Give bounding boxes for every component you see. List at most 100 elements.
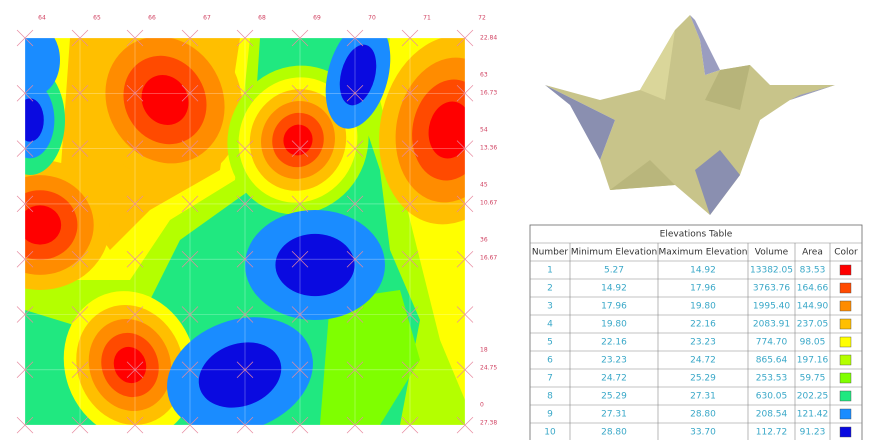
grid-cross bbox=[401, 361, 419, 379]
table-cell: 24.72 bbox=[690, 356, 716, 366]
column-header: Area bbox=[802, 248, 823, 258]
grid-cross bbox=[181, 29, 199, 47]
surface-3d bbox=[545, 15, 835, 215]
table-cell: 3 bbox=[547, 302, 553, 312]
table-title: Elevations Table bbox=[660, 230, 733, 240]
grid-cross bbox=[16, 361, 34, 379]
contour-fill bbox=[25, 98, 44, 142]
table-cell: 28.80 bbox=[690, 410, 716, 420]
color-swatch bbox=[839, 264, 852, 276]
grid-cross bbox=[71, 416, 89, 434]
right-label: 36 bbox=[480, 237, 488, 244]
grid-cross bbox=[126, 85, 144, 102]
color-swatch bbox=[839, 426, 852, 438]
table-cell: 27.31 bbox=[601, 410, 627, 420]
grid-cross bbox=[236, 29, 254, 47]
table-cell: 22.16 bbox=[601, 338, 627, 348]
table-cell: 5 bbox=[547, 338, 553, 348]
contour-fill bbox=[275, 233, 355, 297]
grid-cross bbox=[126, 29, 144, 47]
table-cell: 8 bbox=[547, 392, 553, 402]
grid-cross bbox=[236, 361, 254, 379]
table-cell: 4 bbox=[547, 320, 553, 330]
grid-cross bbox=[401, 29, 419, 47]
grid-cross bbox=[346, 195, 364, 213]
grid-cross bbox=[456, 361, 474, 379]
grid-cross bbox=[346, 85, 364, 102]
column-header: Color bbox=[834, 248, 858, 258]
table-cell: 2083.91 bbox=[753, 320, 790, 330]
grid-cross bbox=[16, 416, 34, 434]
grid-cross bbox=[16, 195, 34, 213]
grid-cross bbox=[236, 140, 254, 157]
grid-cross bbox=[71, 29, 89, 47]
right-label: 16.73 bbox=[480, 90, 497, 97]
right-label: 24.75 bbox=[480, 365, 497, 372]
elevations-table: Elevations Table Number Minimum Elevation M… bbox=[529, 224, 863, 440]
table-cell: 23.23 bbox=[601, 356, 627, 366]
table-cell: 6 bbox=[547, 356, 553, 366]
grid-cross bbox=[126, 250, 144, 268]
grid-cross bbox=[71, 361, 89, 379]
table-cell: 164.66 bbox=[797, 284, 829, 294]
grid-cross bbox=[236, 306, 254, 323]
contour-fill bbox=[141, 75, 189, 125]
right-label: 45 bbox=[480, 182, 488, 189]
table-cell: 14.92 bbox=[601, 284, 627, 294]
grid-cross bbox=[346, 29, 364, 47]
table-cell: 112.72 bbox=[756, 428, 788, 438]
grid-cross bbox=[236, 195, 254, 213]
table-cell: 33.70 bbox=[690, 428, 716, 438]
table-cell: 7 bbox=[547, 374, 553, 384]
grid-cross bbox=[291, 85, 309, 102]
table-cell: 253.53 bbox=[756, 374, 788, 384]
table-cell: 59.75 bbox=[800, 374, 826, 384]
color-swatch bbox=[839, 300, 852, 312]
right-label: 27.38 bbox=[480, 420, 497, 427]
grid-cross bbox=[456, 85, 474, 102]
grid-cross bbox=[401, 250, 419, 268]
table-cell: 197.16 bbox=[797, 356, 829, 366]
grid-cross bbox=[291, 306, 309, 323]
grid-cross bbox=[181, 250, 199, 268]
table-cell: 10 bbox=[544, 428, 556, 438]
grid-cross bbox=[181, 140, 199, 157]
table-cell: 3763.76 bbox=[753, 284, 790, 294]
grid-cross bbox=[401, 306, 419, 323]
contour-fill bbox=[320, 290, 420, 425]
color-swatch bbox=[839, 318, 852, 330]
column-header: Number bbox=[532, 248, 568, 258]
table-cell: 19.80 bbox=[601, 320, 627, 330]
table-cell: 23.23 bbox=[690, 338, 716, 348]
table-cell: 17.96 bbox=[601, 302, 627, 312]
grid-cross bbox=[291, 361, 309, 379]
grid-cross bbox=[401, 85, 419, 102]
grid-cross bbox=[456, 250, 474, 268]
table-cell: 28.80 bbox=[601, 428, 627, 438]
contour-fill bbox=[25, 205, 62, 245]
grid-cross bbox=[181, 416, 199, 434]
grid-cross bbox=[456, 195, 474, 213]
right-label: 16.67 bbox=[480, 255, 497, 262]
color-swatch bbox=[839, 372, 852, 384]
table-cell: 14.92 bbox=[690, 266, 716, 276]
grid-cross bbox=[126, 361, 144, 379]
grid-cross bbox=[346, 416, 364, 434]
right-label: 0 bbox=[480, 402, 484, 409]
column-header: Volume bbox=[755, 248, 789, 258]
table-cell: 2 bbox=[547, 284, 553, 294]
top-label: 68 bbox=[258, 15, 266, 22]
grid-cross bbox=[401, 140, 419, 157]
grid-cross bbox=[401, 416, 419, 434]
grid-cross bbox=[456, 306, 474, 323]
top-label: 70 bbox=[368, 15, 376, 22]
grid-cross bbox=[181, 361, 199, 379]
table-cell: 22.16 bbox=[690, 320, 716, 330]
table-cell: 83.53 bbox=[800, 266, 826, 276]
grid-cross bbox=[346, 306, 364, 323]
contour-map bbox=[25, 38, 465, 425]
top-label: 65 bbox=[93, 15, 101, 22]
table-cell: 24.72 bbox=[601, 374, 627, 384]
grid-cross bbox=[126, 195, 144, 213]
grid-cross bbox=[181, 306, 199, 323]
